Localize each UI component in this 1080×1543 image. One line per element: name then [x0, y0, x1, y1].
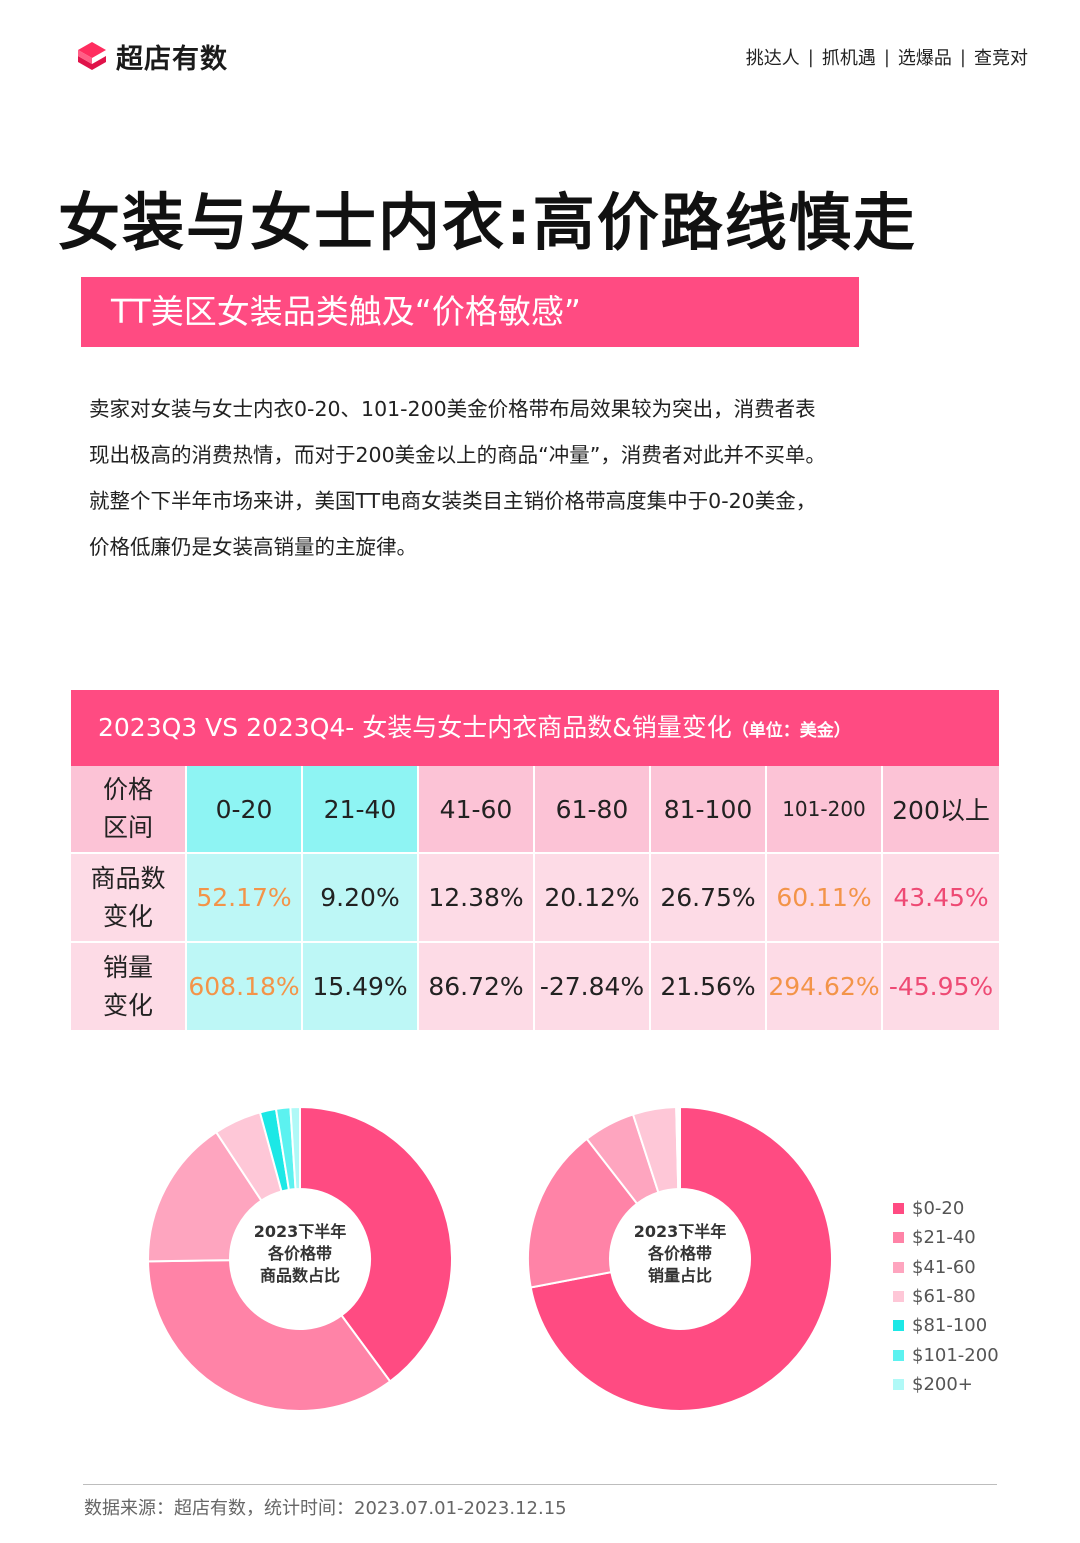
intro-paragraph: 卖家对女装与女士内衣0-20、101-200美金价格带布局效果较为突出，消费者表… [89, 386, 989, 570]
table-cell: 608.18% [187, 943, 303, 1032]
legend-label: $101-200 [912, 1344, 999, 1366]
table-cell: 20.12% [535, 854, 651, 943]
table-cell: 15.49% [303, 943, 419, 1032]
brand-name: 超店有数 [116, 43, 228, 75]
page-title: 女装与女士内衣:高价路线慎走 [58, 186, 917, 259]
col-header: 41-60 [419, 766, 535, 854]
table-cell: 52.17% [187, 854, 303, 943]
nav-separator: | [959, 46, 966, 68]
table-cell: -27.84% [535, 943, 651, 1032]
donut-center-label: 2023下半年 [634, 1222, 727, 1241]
footer-source: 数据来源：超店有数，统计时间：2023.07.01-2023.12.15 [84, 1498, 567, 1519]
legend-swatch [893, 1261, 904, 1273]
table-header-row: 价格 区间 0-20 21-40 41-60 61-80 81-100 101-2… [71, 766, 999, 854]
legend-item: $61-80 [893, 1282, 999, 1311]
subtitle-banner: TT美区女装品类触及“价格敏感” [81, 277, 859, 347]
table-row: 商品数 变化 52.17% 9.20% 12.38% 20.12% 26.75% … [71, 854, 999, 943]
legend-swatch [893, 1232, 904, 1244]
legend-swatch [893, 1291, 904, 1303]
table-cell: 294.62% [767, 943, 883, 1032]
donut-charts: 2023下半年 各价格带 商品数占比 2023下半年 各价格带 销量占比 [0, 1090, 1080, 1430]
donut-center-label: 商品数占比 [260, 1266, 340, 1285]
table-title-text: 2023Q3 VS 2023Q4- 女装与女士内衣商品数&销量变化 [98, 713, 732, 742]
footer-divider [83, 1484, 997, 1485]
row-label-sales: 销量 变化 [71, 943, 187, 1032]
col-header: 0-20 [187, 766, 303, 854]
table-cell: 60.11% [767, 854, 883, 943]
table-grid: 价格 区间 0-20 21-40 41-60 61-80 81-100 101-2… [71, 766, 999, 1032]
table-cell: -45.95% [883, 943, 999, 1032]
col-header: 21-40 [303, 766, 419, 854]
nav-item-hot-products[interactable]: 选爆品 [897, 48, 952, 69]
table-cell: 21.56% [651, 943, 767, 1032]
legend-label: $21-40 [912, 1227, 976, 1249]
legend-label: $81-100 [912, 1315, 988, 1337]
table-cell: 43.45% [883, 854, 999, 943]
nav-item-competitors[interactable]: 查竞对 [974, 48, 1028, 69]
col-header: 61-80 [535, 766, 651, 854]
legend-item: $81-100 [893, 1311, 999, 1340]
row-label-price-range: 价格 区间 [71, 766, 187, 854]
chart-legend: $0-20 $21-40 $41-60 $61-80 $81-100 $101-200 $2… [893, 1194, 999, 1399]
intro-line: 现出极高的消费热情，而对于200美金以上的商品“冲量”，消费者对此并不买单。 [89, 443, 826, 467]
donut-hole [230, 1189, 370, 1329]
donut-slice-2-7 [678, 1105, 681, 1191]
brand-logo-icon [78, 42, 106, 70]
row-label-product-count: 商品数 变化 [71, 854, 187, 943]
legend-item: $41-60 [893, 1253, 999, 1282]
donut-center-label: 2023下半年 [254, 1222, 347, 1241]
table-cell: 12.38% [419, 854, 535, 943]
legend-item: $200+ [893, 1370, 999, 1399]
col-header: 200以上 [883, 766, 999, 854]
donut-center-label: 各价格带 [267, 1244, 332, 1263]
nav-item-talent[interactable]: 挑达人 [745, 48, 800, 69]
brand-logo[interactable]: 超店有数 [74, 36, 228, 76]
intro-line: 就整个下半年市场来讲，美国TT电商女装类目主销价格带高度集中于0-20美金， [89, 489, 817, 513]
legend-label: $0-20 [912, 1198, 965, 1220]
intro-line: 卖家对女装与女士内衣0-20、101-200美金价格带布局效果较为突出，消费者表 [89, 397, 816, 421]
top-nav: 挑达人 | 抓机遇 | 选爆品 | 查竞对 [746, 44, 1028, 70]
table-unit: （单位：美金） [731, 721, 851, 741]
legend-label: $41-60 [912, 1256, 976, 1278]
donut-hole [610, 1189, 750, 1329]
price-change-table: 2023Q3 VS 2023Q4- 女装与女士内衣商品数&销量变化（单位：美金）… [71, 690, 999, 1032]
legend-item: $101-200 [893, 1340, 999, 1369]
table-cell: 86.72% [419, 943, 535, 1032]
legend-label: $200+ [912, 1373, 973, 1395]
table-row: 销量 变化 608.18% 15.49% 86.72% -27.84% 21.56… [71, 943, 999, 1032]
table-cell: 26.75% [651, 854, 767, 943]
nav-separator: | [807, 46, 814, 68]
legend-swatch [893, 1349, 904, 1361]
nav-item-opportunity[interactable]: 抓机遇 [821, 48, 876, 69]
col-header: 81-100 [651, 766, 767, 854]
donut-center-label: 销量占比 [648, 1266, 712, 1285]
legend-swatch [893, 1203, 904, 1215]
legend-item: $0-20 [893, 1194, 999, 1223]
legend-label: $61-80 [912, 1286, 976, 1308]
legend-item: $21-40 [893, 1223, 999, 1252]
intro-line: 价格低廉仍是女装高销量的主旋律。 [89, 535, 417, 559]
legend-swatch [893, 1378, 904, 1390]
table-cell: 9.20% [303, 854, 419, 943]
legend-swatch [893, 1320, 904, 1332]
nav-separator: | [883, 46, 890, 68]
col-header: 101-200 [767, 766, 883, 854]
donut-center-label: 各价格带 [647, 1244, 712, 1263]
table-title: 2023Q3 VS 2023Q4- 女装与女士内衣商品数&销量变化（单位：美金） [71, 690, 999, 766]
